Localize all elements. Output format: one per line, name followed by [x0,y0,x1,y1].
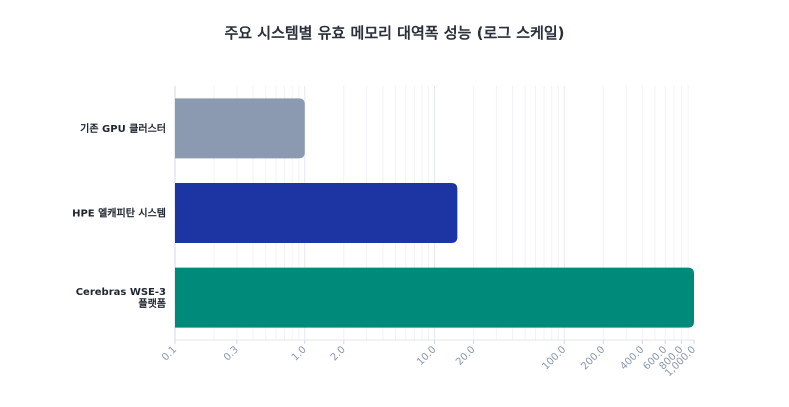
category-label-line: HPE 엘캐피탄 시스템 [72,207,166,220]
x-tick-label: 10.0 [415,344,439,368]
bar [175,183,458,243]
category-label: 기존 GPU 클러스터 [80,122,166,135]
category-label-line: 플랫폼 [138,297,166,310]
bar [175,267,694,328]
x-tick-label: 200.0 [579,344,607,372]
category-label-line: Cerebras WSE-3 [76,287,166,298]
bar [175,98,305,159]
x-tick-label: 0.1 [160,344,179,363]
chart-title: 주요 시스템별 유효 메모리 대역폭 성능 (로그 스케일) [224,24,565,42]
x-tick-label: 2.0 [329,344,348,363]
category-label-line: 기존 GPU 클러스터 [80,122,166,135]
category-label: HPE 엘캐피탄 시스템 [72,207,166,220]
x-tick-label: 1.0 [290,344,309,363]
category-label: Cerebras WSE-3 플랫폼 [76,287,166,310]
x-tick-label: 100.0 [540,344,568,372]
x-tick-label: 0.3 [222,344,241,363]
x-tick-label: 400.0 [618,344,646,372]
x-tick-label: 20.0 [454,344,478,368]
